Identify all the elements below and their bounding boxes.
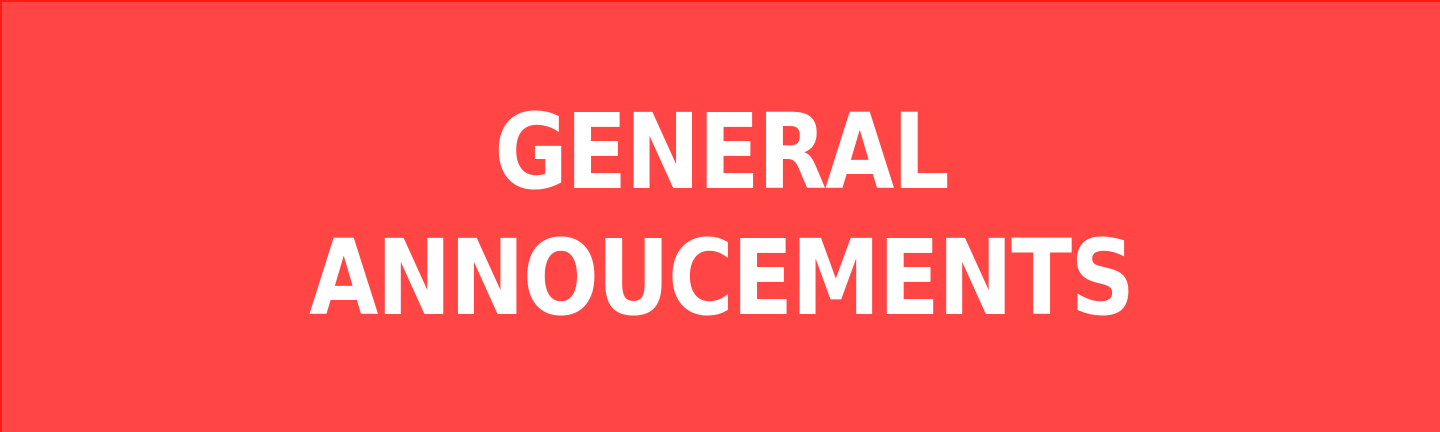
banner-title-line-1: GENERAL [494, 91, 949, 213]
banner-title: GENERAL ANNOUCEMENTS [308, 89, 1135, 341]
banner-title-line-2: ANNOUCEMENTS [308, 217, 1135, 339]
